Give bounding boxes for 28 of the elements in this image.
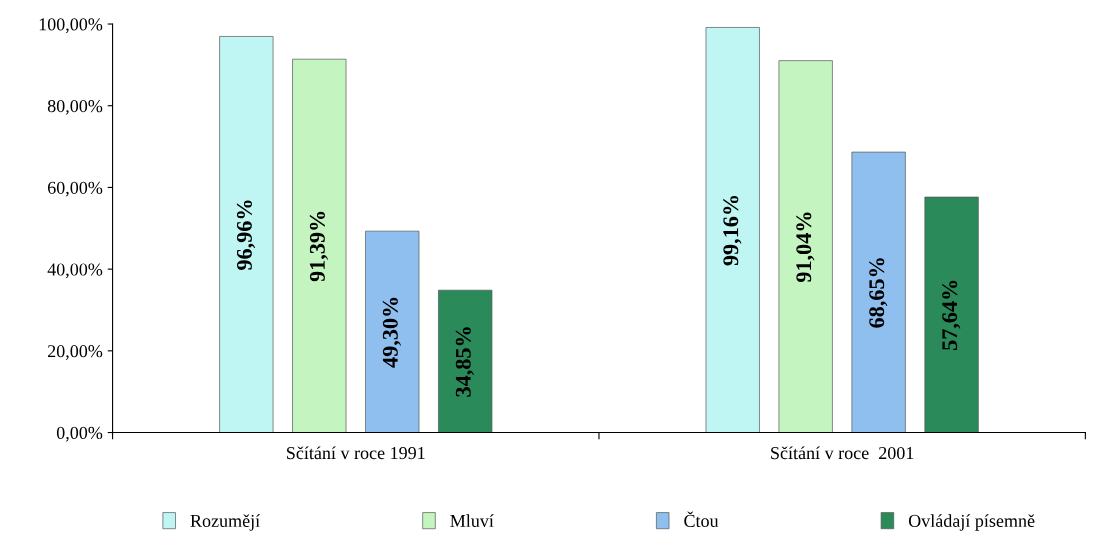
y-tick-label: 40,00% bbox=[47, 263, 103, 279]
data-label: 34,85% bbox=[455, 327, 474, 397]
data-label: 91,39% bbox=[309, 211, 329, 282]
y-tick-label: 60,00% bbox=[47, 181, 103, 197]
bar bbox=[438, 289, 493, 433]
y-tick-label: 80,00% bbox=[47, 99, 103, 115]
data-label: 99,16% bbox=[723, 195, 742, 266]
data-label: 96,96% bbox=[236, 200, 256, 270]
bar bbox=[219, 36, 274, 433]
bar bbox=[292, 58, 347, 433]
data-label: 49,30% bbox=[382, 297, 402, 368]
y-tick-label: 20,00% bbox=[47, 345, 103, 360]
x-tick-label: Sčítání v roce 2001 bbox=[771, 446, 914, 460]
bar bbox=[365, 230, 420, 433]
data-label: 91,04% bbox=[796, 212, 815, 283]
bar bbox=[924, 196, 979, 433]
data-label: 57,64% bbox=[942, 280, 961, 351]
legend-label: Mluví bbox=[450, 514, 494, 528]
bar bbox=[705, 27, 760, 433]
legend-label: Ovládají písemně bbox=[908, 514, 1035, 531]
legend-label: Čtou bbox=[684, 511, 719, 528]
data-label: 68,65% bbox=[869, 258, 888, 328]
bar bbox=[778, 60, 833, 433]
bar bbox=[851, 151, 906, 433]
y-tick-label: 0,00% bbox=[56, 426, 103, 442]
x-tick-label: Sčítání v roce 1991 bbox=[287, 446, 425, 460]
legend-label: Rozumějí bbox=[190, 514, 260, 531]
y-tick-label: 100,00% bbox=[39, 18, 103, 34]
